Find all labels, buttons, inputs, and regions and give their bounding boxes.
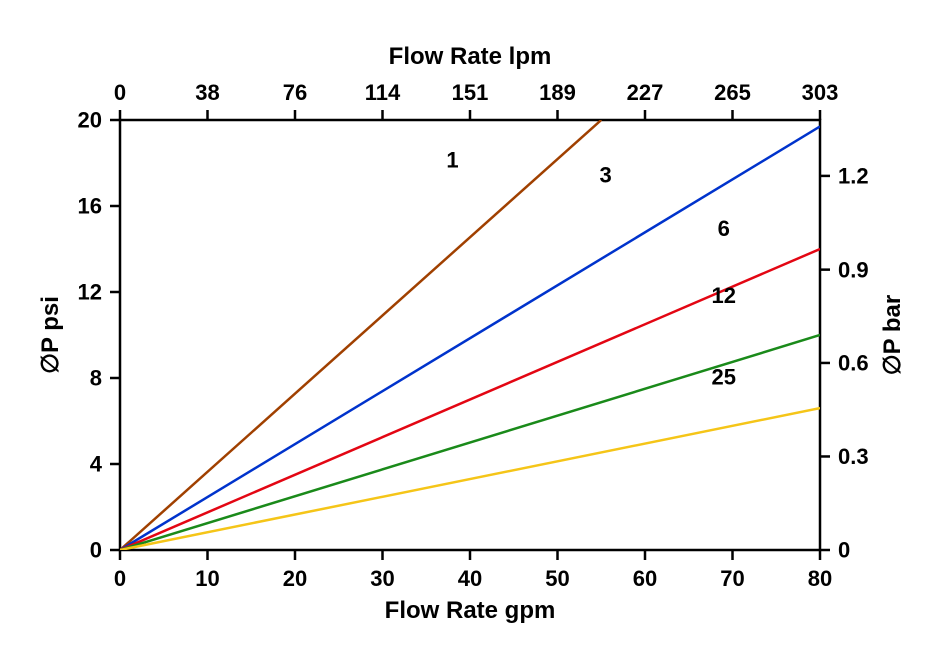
series-line-s1 — [120, 120, 601, 550]
bottom-tick-label: 20 — [283, 566, 307, 591]
bottom-tick-label: 30 — [370, 566, 394, 591]
bottom-tick-label: 80 — [808, 566, 832, 591]
left-tick-label: 8 — [90, 366, 102, 391]
top-tick-label: 303 — [802, 80, 839, 105]
top-axis-ticks: 0 38 76 114 151 189 227 265 303 — [114, 80, 838, 120]
top-tick-label: 76 — [283, 80, 307, 105]
top-tick-label: 38 — [195, 80, 219, 105]
bottom-axis-ticks: 0 10 20 30 40 50 60 70 80 — [114, 550, 832, 591]
series-line-s3 — [120, 126, 820, 550]
right-axis-title: ∅P bar — [879, 295, 906, 376]
series-line-s25 — [120, 408, 820, 550]
left-axis-ticks: 0 4 8 12 16 20 — [78, 108, 120, 563]
right-axis-ticks: 0 0.3 0.6 0.9 1.2 — [820, 164, 869, 563]
bottom-tick-label: 70 — [720, 566, 744, 591]
bottom-tick-label: 60 — [633, 566, 657, 591]
series-label-s1: 1 — [446, 147, 458, 172]
right-tick-label: 1.2 — [838, 164, 869, 189]
left-tick-label: 20 — [78, 108, 102, 133]
top-tick-label: 189 — [539, 80, 576, 105]
right-tick-label: 0.3 — [838, 444, 869, 469]
series-label-s25: 25 — [712, 364, 736, 389]
left-tick-label: 4 — [90, 452, 103, 477]
top-axis-title: Flow Rate lpm — [389, 43, 552, 70]
top-tick-label: 114 — [365, 80, 401, 105]
series-label-s3: 3 — [600, 162, 612, 187]
top-tick-label: 265 — [714, 80, 751, 105]
chart-svg: 01020304050607080 0387611415118922726530… — [0, 0, 936, 668]
right-tick-label: 0.9 — [838, 257, 869, 282]
series-label-s12: 12 — [712, 283, 736, 308]
pressure-flow-chart: 01020304050607080 0387611415118922726530… — [0, 0, 936, 668]
top-tick-label: 0 — [114, 80, 126, 105]
series-group — [120, 120, 820, 550]
left-tick-label: 16 — [78, 194, 102, 219]
bottom-tick-label: 40 — [458, 566, 482, 591]
right-tick-label: 0 — [838, 538, 850, 563]
bottom-tick-label: 50 — [545, 566, 569, 591]
top-tick-label: 151 — [452, 80, 489, 105]
left-axis-title: ∅P psi — [37, 296, 64, 374]
bottom-axis-title: Flow Rate gpm — [385, 597, 556, 624]
left-tick-label: 0 — [90, 538, 102, 563]
top-tick-label: 227 — [627, 80, 664, 105]
series-labels: 1 3 6 12 25 — [446, 147, 736, 389]
left-tick-label: 12 — [78, 280, 102, 305]
bottom-tick-label: 0 — [114, 566, 126, 591]
series-label-s6: 6 — [718, 216, 730, 241]
bottom-tick-label: 10 — [195, 566, 219, 591]
right-tick-label: 0.6 — [838, 351, 869, 376]
